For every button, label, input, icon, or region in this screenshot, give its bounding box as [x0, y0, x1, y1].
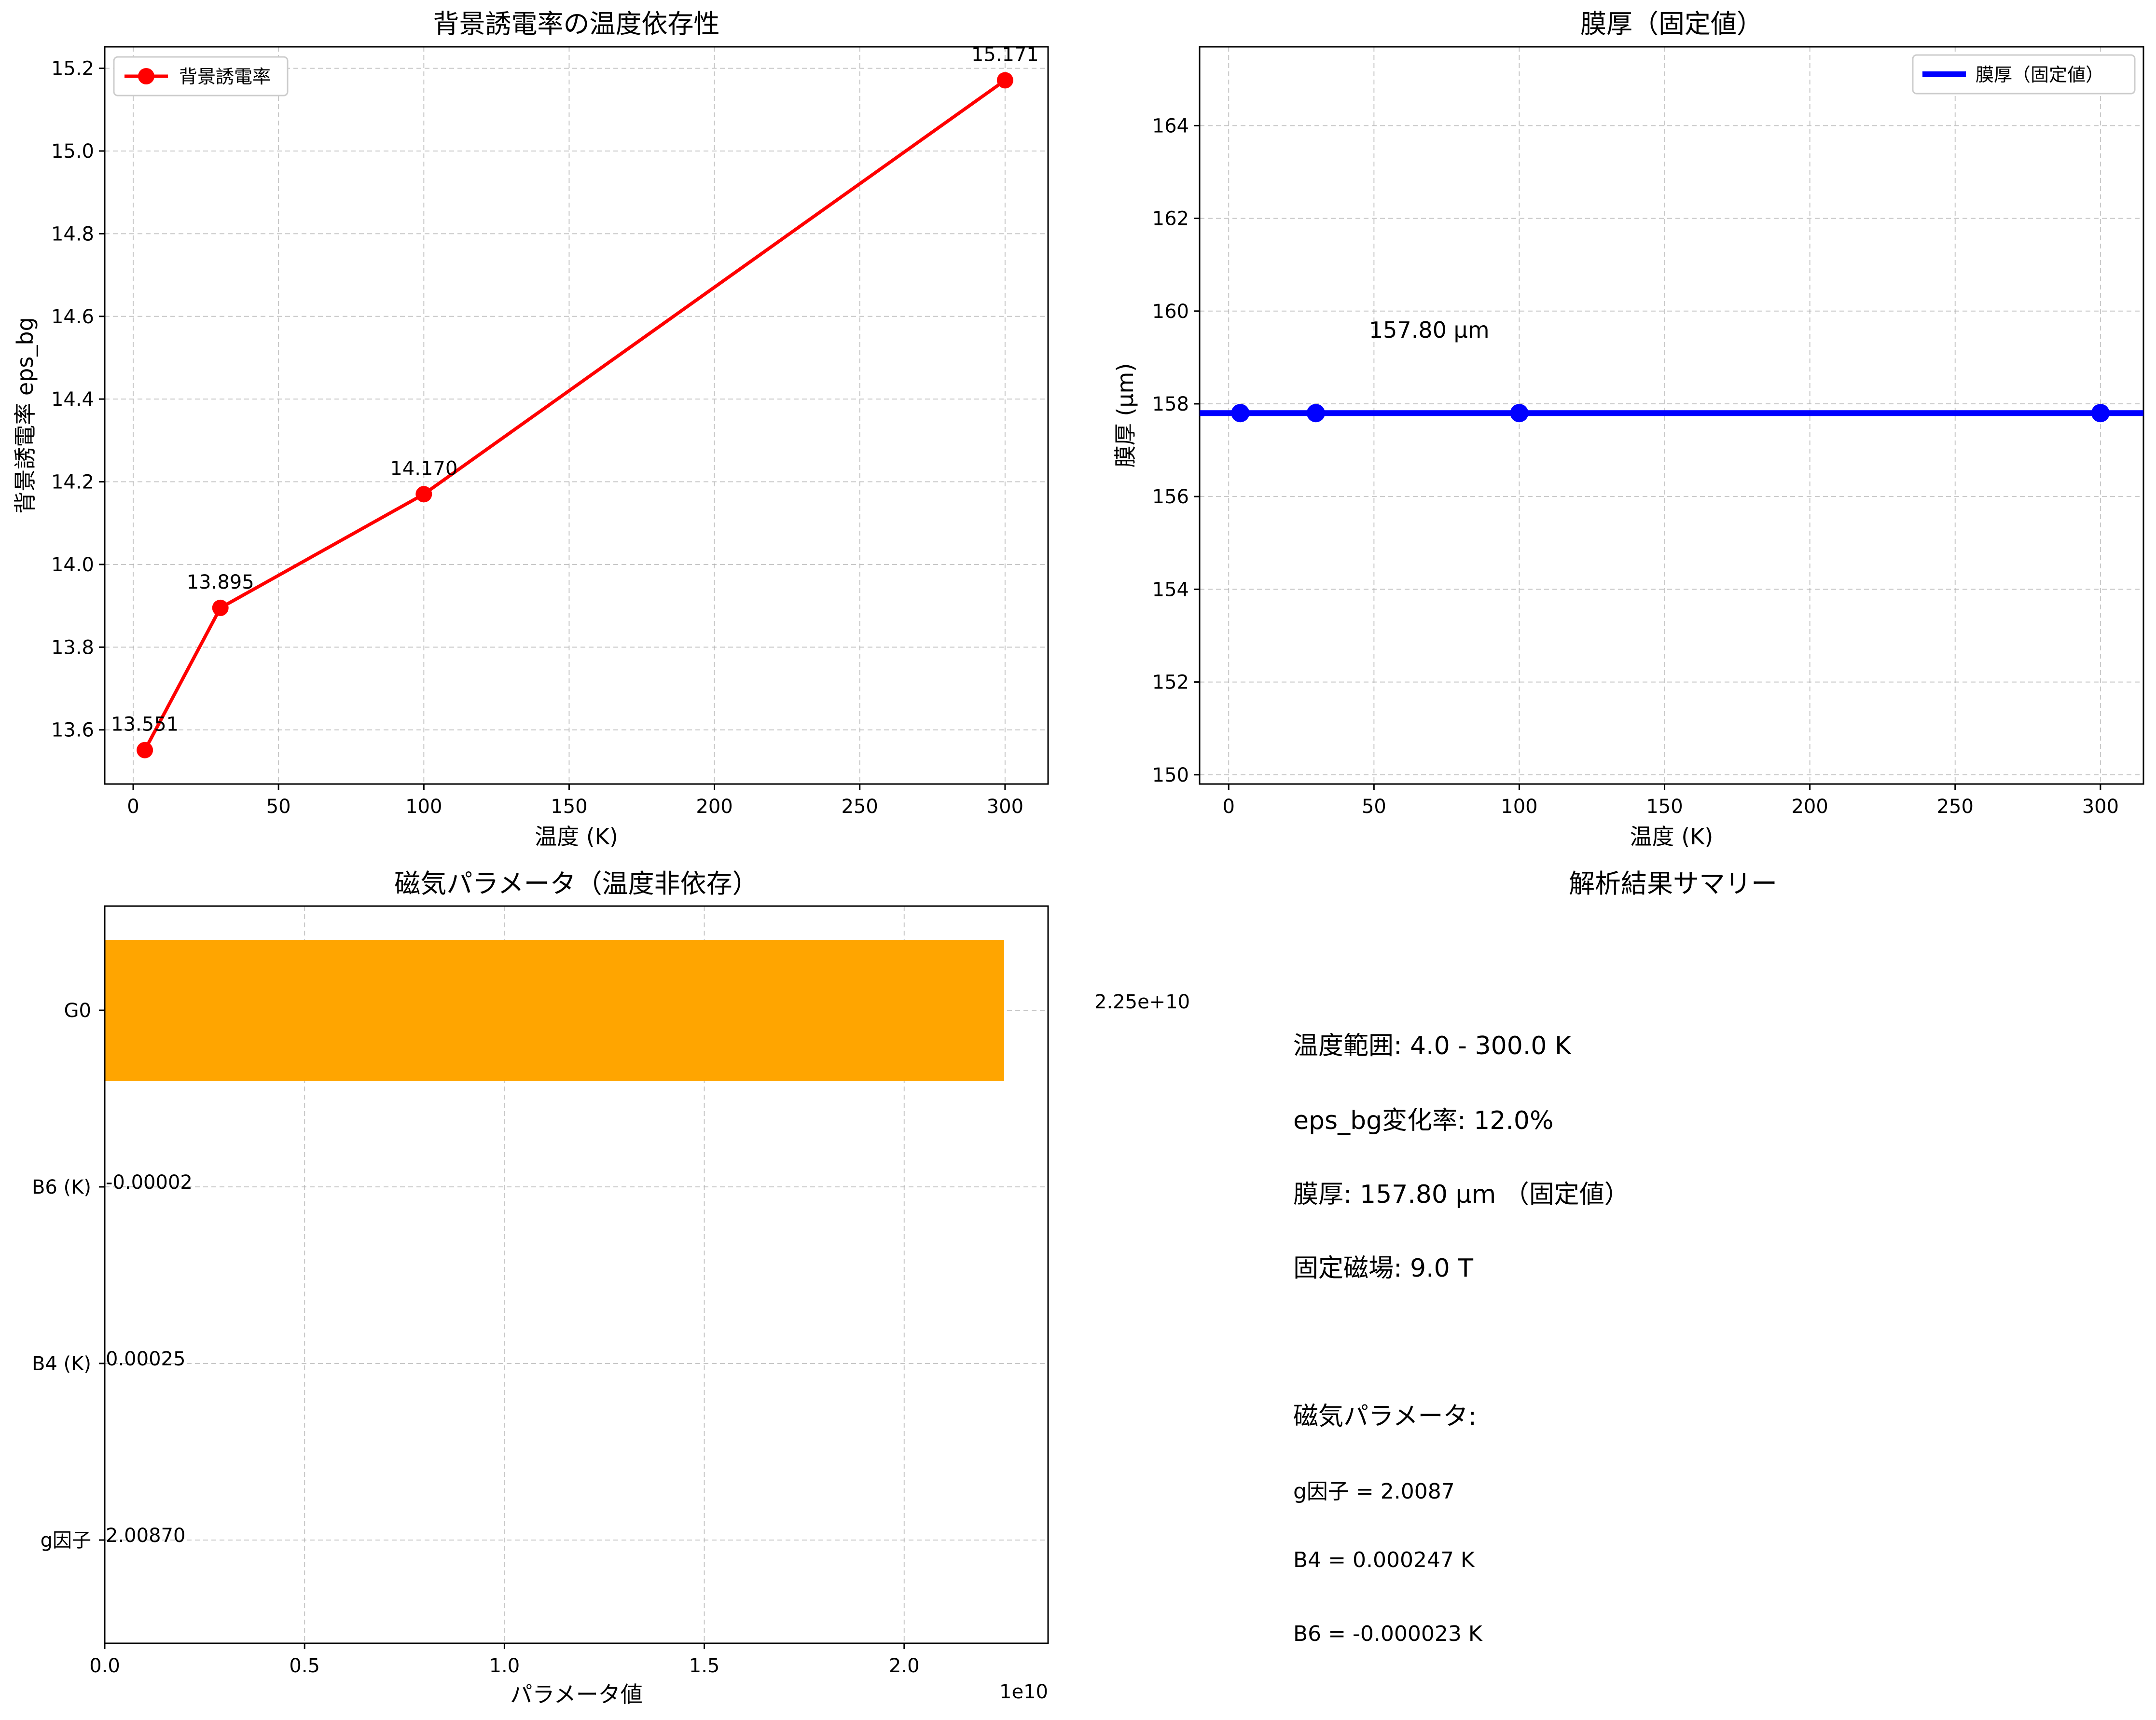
bar-value-label: 2.25e+10 [1094, 991, 1190, 1013]
x-axis-label: パラメータ値 [510, 1681, 643, 1707]
x-tick-label: 0.0 [89, 1655, 120, 1677]
y-axis-label: 膜厚 (μm) [1112, 363, 1138, 468]
y-tick-label: 150 [1152, 764, 1189, 786]
data-label: 13.895 [187, 571, 254, 593]
x-tick-label: 2.0 [889, 1655, 920, 1677]
x-tick-label: 0 [1222, 796, 1234, 818]
chart-film-thickness: 0 50 100 150 200 250 300 150 152 154 156 158 160 162 1… [1112, 9, 2144, 850]
y-tick-label: 14.6 [51, 306, 94, 328]
bar-value-label: -0.00002 [106, 1171, 193, 1194]
summary-b6: B6 = -0.000023 K [1293, 1622, 1482, 1646]
x-tick-label: 0.5 [289, 1655, 320, 1677]
data-point [137, 742, 153, 758]
x-tick-label: 0 [127, 796, 139, 818]
y-tick-label: 14.0 [51, 554, 94, 576]
plot-frame [104, 46, 1049, 785]
legend-box [1912, 54, 2136, 95]
y-tick-label: 164 [1152, 115, 1189, 137]
y-tick-label: 14.2 [51, 471, 94, 494]
y-tick-label: 158 [1152, 393, 1189, 415]
category-label: G0 [64, 1000, 91, 1022]
data-point [1306, 404, 1325, 423]
summary-thickness: 膜厚: 157.80 μm （固定値） [1293, 1180, 1630, 1209]
category-label: g因子 [41, 1529, 91, 1552]
x-tick-label: 50 [266, 796, 291, 818]
y-tick-label: 13.8 [51, 636, 94, 659]
series-line-eps-bg [143, 79, 1006, 751]
data-point [415, 486, 432, 503]
x-tick-label: 250 [1937, 796, 1974, 818]
y-tick-label: 15.2 [51, 58, 94, 80]
bar-value-label: 0.00025 [106, 1348, 185, 1370]
x-tick-label: 200 [1791, 796, 1828, 818]
y-tick-label: 14.4 [51, 388, 94, 411]
x-axis-label: 温度 (K) [535, 824, 618, 850]
chart-eps-bg-vs-temperature: 0 50 100 150 200 250 300 13.6 13.8 14.0 14.2 14.4 14… [12, 9, 1049, 850]
x-tick-label: 100 [1501, 796, 1537, 818]
data-point [212, 599, 229, 616]
y-tick-label: 152 [1152, 672, 1189, 694]
x-tick-label: 50 [1362, 796, 1386, 818]
summary-g-factor: g因子 = 2.0087 [1293, 1479, 1455, 1504]
data-point [2091, 404, 2110, 423]
plot-frame [104, 905, 1049, 1644]
chart-title: 膜厚（固定値） [1580, 9, 1763, 39]
data-label: 15.171 [971, 43, 1039, 66]
summary-field: 固定磁場: 9.0 T [1293, 1254, 1474, 1283]
chart-magnetic-parameters: 0.0 0.5 1.0 1.5 2.0 G0 B6 (K) B4 (K) g因子 2.25e+10… [32, 868, 1190, 1707]
x-offset-label: 1e10 [999, 1681, 1048, 1703]
legend-label: 膜厚（固定値） [1976, 64, 2104, 85]
x-tick-label: 300 [2082, 796, 2119, 818]
chart-title: 背景誘電率の温度依存性 [433, 9, 720, 39]
bar-value-label: 2.00870 [106, 1525, 185, 1547]
category-label: B4 (K) [32, 1353, 91, 1375]
y-axis-label: 背景誘電率 eps_bg [12, 317, 38, 514]
summary-eps-change: eps_bg変化率: 12.0% [1293, 1106, 1554, 1135]
legend-marker [138, 68, 154, 84]
x-tick-label: 1.0 [489, 1655, 520, 1677]
legend-label: 背景誘電率 [179, 66, 271, 87]
y-tick-label: 162 [1152, 208, 1189, 230]
y-tick-label: 160 [1152, 301, 1189, 323]
category-label: B6 (K) [32, 1176, 91, 1198]
summary-title: 解析結果サマリー [1569, 868, 1777, 899]
data-label: 13.551 [111, 714, 179, 736]
data-label: 14.170 [390, 457, 457, 480]
y-tick-label: 156 [1152, 486, 1189, 508]
data-point [1510, 404, 1529, 423]
data-point [996, 72, 1013, 89]
x-tick-label: 1.5 [689, 1655, 720, 1677]
x-tick-label: 250 [842, 796, 878, 818]
x-tick-label: 150 [1646, 796, 1683, 818]
y-tick-label: 15.0 [51, 140, 94, 163]
x-tick-label: 100 [405, 796, 442, 818]
thickness-annotation: 157.80 μm [1369, 317, 1490, 343]
legend-box [113, 56, 289, 96]
bar [105, 940, 1004, 1081]
chart-title: 磁気パラメータ（温度非依存） [394, 868, 758, 899]
data-point [1231, 404, 1250, 423]
x-tick-label: 300 [987, 796, 1023, 818]
y-tick-label: 13.6 [51, 719, 94, 742]
summary-temp-range: 温度範囲: 4.0 - 300.0 K [1293, 1032, 1572, 1060]
y-tick-label: 14.8 [51, 223, 94, 245]
summary-b4: B4 = 0.000247 K [1293, 1548, 1475, 1572]
summary-mag-header: 磁気パラメータ: [1293, 1402, 1477, 1431]
x-tick-label: 200 [696, 796, 732, 818]
y-tick-label: 154 [1152, 578, 1189, 601]
x-axis-label: 温度 (K) [1630, 824, 1714, 850]
x-tick-label: 150 [551, 796, 587, 818]
